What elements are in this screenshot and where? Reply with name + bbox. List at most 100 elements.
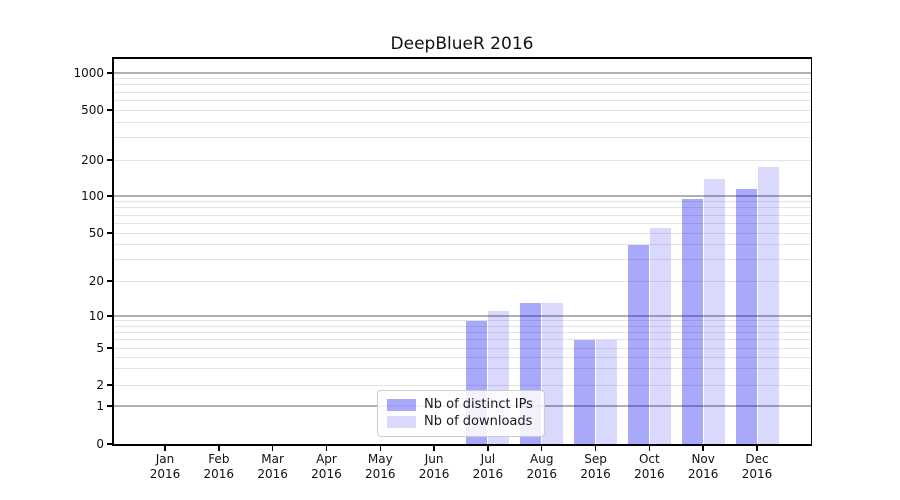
right-axis-line bbox=[810, 57, 812, 445]
x-tick-jul bbox=[487, 445, 489, 451]
x-tick-label-text: Aug bbox=[530, 452, 554, 466]
x-tick-label-jun: Jun 2016 bbox=[399, 452, 469, 482]
x-tick-label-text: 2016 bbox=[472, 467, 504, 481]
legend-label-downloads: Nb of downloads bbox=[424, 414, 533, 429]
y-tick-0 bbox=[107, 443, 112, 445]
x-tick-label-text: May bbox=[367, 452, 393, 466]
y-tick-label-2: 2 bbox=[96, 378, 104, 392]
x-tick-label-feb: Feb 2016 bbox=[184, 452, 254, 482]
x-tick-label-text: 2016 bbox=[418, 467, 450, 481]
x-tick-label-text: 2016 bbox=[741, 467, 773, 481]
gridline-8 bbox=[113, 325, 811, 327]
x-tick-label-text: Nov bbox=[691, 452, 715, 466]
x-tick-nov bbox=[702, 445, 704, 451]
y-tick-label-1: 1 bbox=[96, 399, 104, 413]
bar-nb-of-downloads-dec bbox=[757, 166, 779, 444]
gridline-9 bbox=[113, 320, 811, 322]
x-tick-label-may: May 2016 bbox=[345, 452, 415, 482]
x-tick-label-text: 2016 bbox=[257, 467, 288, 481]
x-tick-jan bbox=[164, 445, 166, 451]
plot-area: Nb of distinct IPs Nb of downloads bbox=[113, 58, 811, 444]
x-tick-label-text: Jun bbox=[424, 452, 444, 466]
x-tick-dec bbox=[756, 445, 758, 451]
bar-nb-of-downloads-sep bbox=[596, 339, 618, 444]
x-tick-oct bbox=[648, 445, 651, 451]
x-tick-jun bbox=[433, 445, 435, 451]
x-tick-label-jul: Jul 2016 bbox=[453, 452, 523, 482]
gridline-80 bbox=[113, 207, 811, 209]
x-tick-label-text: Mar bbox=[261, 452, 284, 466]
x-tick-may bbox=[379, 445, 382, 451]
x-tick-label-text: 2016 bbox=[364, 467, 396, 481]
y-tick-1 bbox=[107, 405, 112, 407]
gridline-6 bbox=[113, 339, 811, 341]
chart-title: DeepBlueR 2016 bbox=[390, 34, 534, 54]
x-tick-feb bbox=[218, 445, 220, 451]
gridline-10 bbox=[113, 315, 811, 317]
x-axis-line bbox=[112, 443, 812, 446]
bar-nb-of-distinct-ips-nov bbox=[681, 198, 703, 444]
x-tick-label-text: Oct bbox=[638, 452, 660, 466]
gridline-70 bbox=[113, 214, 811, 216]
gridline-7 bbox=[113, 331, 811, 333]
x-tick-label-text: Dec bbox=[745, 452, 769, 466]
y-tick-label-500: 500 bbox=[81, 103, 104, 117]
y-tick-10 bbox=[107, 315, 112, 317]
gridline-2 bbox=[113, 384, 811, 386]
legend-swatch-downloads bbox=[387, 416, 416, 428]
gridline-100 bbox=[113, 195, 811, 197]
x-tick-label-mar: Mar 2016 bbox=[238, 452, 308, 482]
y-tick-50 bbox=[107, 232, 112, 234]
bar-nb-of-downloads-aug bbox=[542, 302, 564, 444]
legend-item-downloads: Nb of downloads bbox=[387, 415, 535, 429]
y-tick-label-50: 50 bbox=[88, 226, 104, 240]
x-tick-label-jan: Jan 2016 bbox=[130, 452, 200, 482]
x-tick-label-text: 2016 bbox=[203, 467, 235, 481]
legend-item-distinct-ips: Nb of distinct IPs bbox=[387, 398, 535, 412]
y-tick-5 bbox=[107, 347, 112, 349]
bar-nb-of-downloads-oct bbox=[649, 227, 671, 444]
x-tick-label-text: Feb bbox=[208, 452, 230, 466]
x-tick-label-dec: Dec 2016 bbox=[722, 452, 792, 482]
legend: Nb of distinct IPs Nb of downloads bbox=[377, 390, 545, 437]
y-tick-label-10: 10 bbox=[88, 309, 104, 323]
legend-swatch-distinct-ips bbox=[387, 399, 416, 411]
y-tick-label-0: 0 bbox=[96, 437, 104, 451]
bar-nb-of-distinct-ips-dec bbox=[735, 188, 757, 444]
y-tick-label-5: 5 bbox=[96, 341, 104, 355]
bar-nb-of-distinct-ips-oct bbox=[627, 244, 649, 444]
x-tick-label-text: 2016 bbox=[634, 467, 665, 481]
gridline-60 bbox=[113, 222, 811, 224]
bar-nb-of-distinct-ips-sep bbox=[574, 339, 596, 444]
x-tick-label-apr: Apr 2016 bbox=[291, 452, 361, 482]
y-tick-label-1000: 1000 bbox=[73, 66, 104, 80]
x-tick-label-text: Sep bbox=[584, 452, 607, 466]
y-tick-200 bbox=[107, 159, 112, 161]
x-tick-label-text: Jul bbox=[480, 452, 496, 466]
gridline-5 bbox=[113, 347, 811, 349]
gridline-4 bbox=[113, 356, 811, 358]
x-tick-label-oct: Oct 2016 bbox=[614, 452, 684, 482]
gridline-40 bbox=[113, 244, 811, 246]
gridline-200 bbox=[113, 159, 811, 161]
gridline-90 bbox=[113, 201, 811, 203]
y-tick-label-200: 200 bbox=[81, 153, 104, 167]
x-tick-label-text: Apr bbox=[316, 452, 337, 466]
bar-nb-of-downloads-nov bbox=[703, 178, 725, 444]
y-tick-100 bbox=[107, 195, 112, 197]
x-tick-label-nov: Nov 2016 bbox=[668, 452, 738, 482]
x-tick-label-text: 2016 bbox=[311, 467, 342, 481]
gridline-50 bbox=[113, 232, 811, 234]
y-tick-500 bbox=[107, 109, 112, 111]
x-tick-sep bbox=[594, 445, 597, 451]
y-tick-label-20: 20 bbox=[88, 274, 104, 288]
gridline-300 bbox=[113, 137, 811, 139]
gridline-400 bbox=[113, 121, 811, 123]
x-tick-label-text: 2016 bbox=[687, 467, 719, 481]
left-axis-line bbox=[112, 57, 114, 445]
x-tick-label-sep: Sep 2016 bbox=[561, 452, 631, 482]
y-tick-20 bbox=[107, 280, 112, 282]
gridline-500 bbox=[113, 109, 811, 111]
top-axis-line bbox=[112, 57, 812, 59]
y-tick-1000 bbox=[107, 72, 112, 74]
